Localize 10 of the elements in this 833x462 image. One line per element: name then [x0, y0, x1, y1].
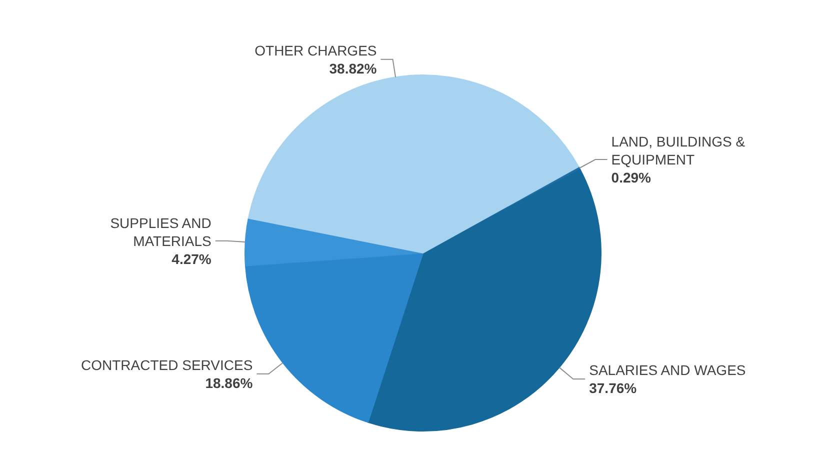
slice-label: OTHER CHARGES [254, 42, 377, 58]
data-label: 18.86% [205, 374, 254, 391]
data-label: 0.29% [611, 170, 652, 186]
slice-label: SALARIES AND WAGES [589, 362, 746, 378]
data-label: 4.27% [172, 250, 212, 267]
data-label: 37.76% [589, 380, 638, 396]
slice-label: LAND, BUILDINGS & EQUIPMENT [611, 134, 746, 168]
slice-label: SUPPLIES AND MATERIALS [110, 214, 212, 249]
slice-label: CONTRACTED SERVICES [81, 356, 253, 373]
data-label: 38.82% [329, 60, 378, 76]
